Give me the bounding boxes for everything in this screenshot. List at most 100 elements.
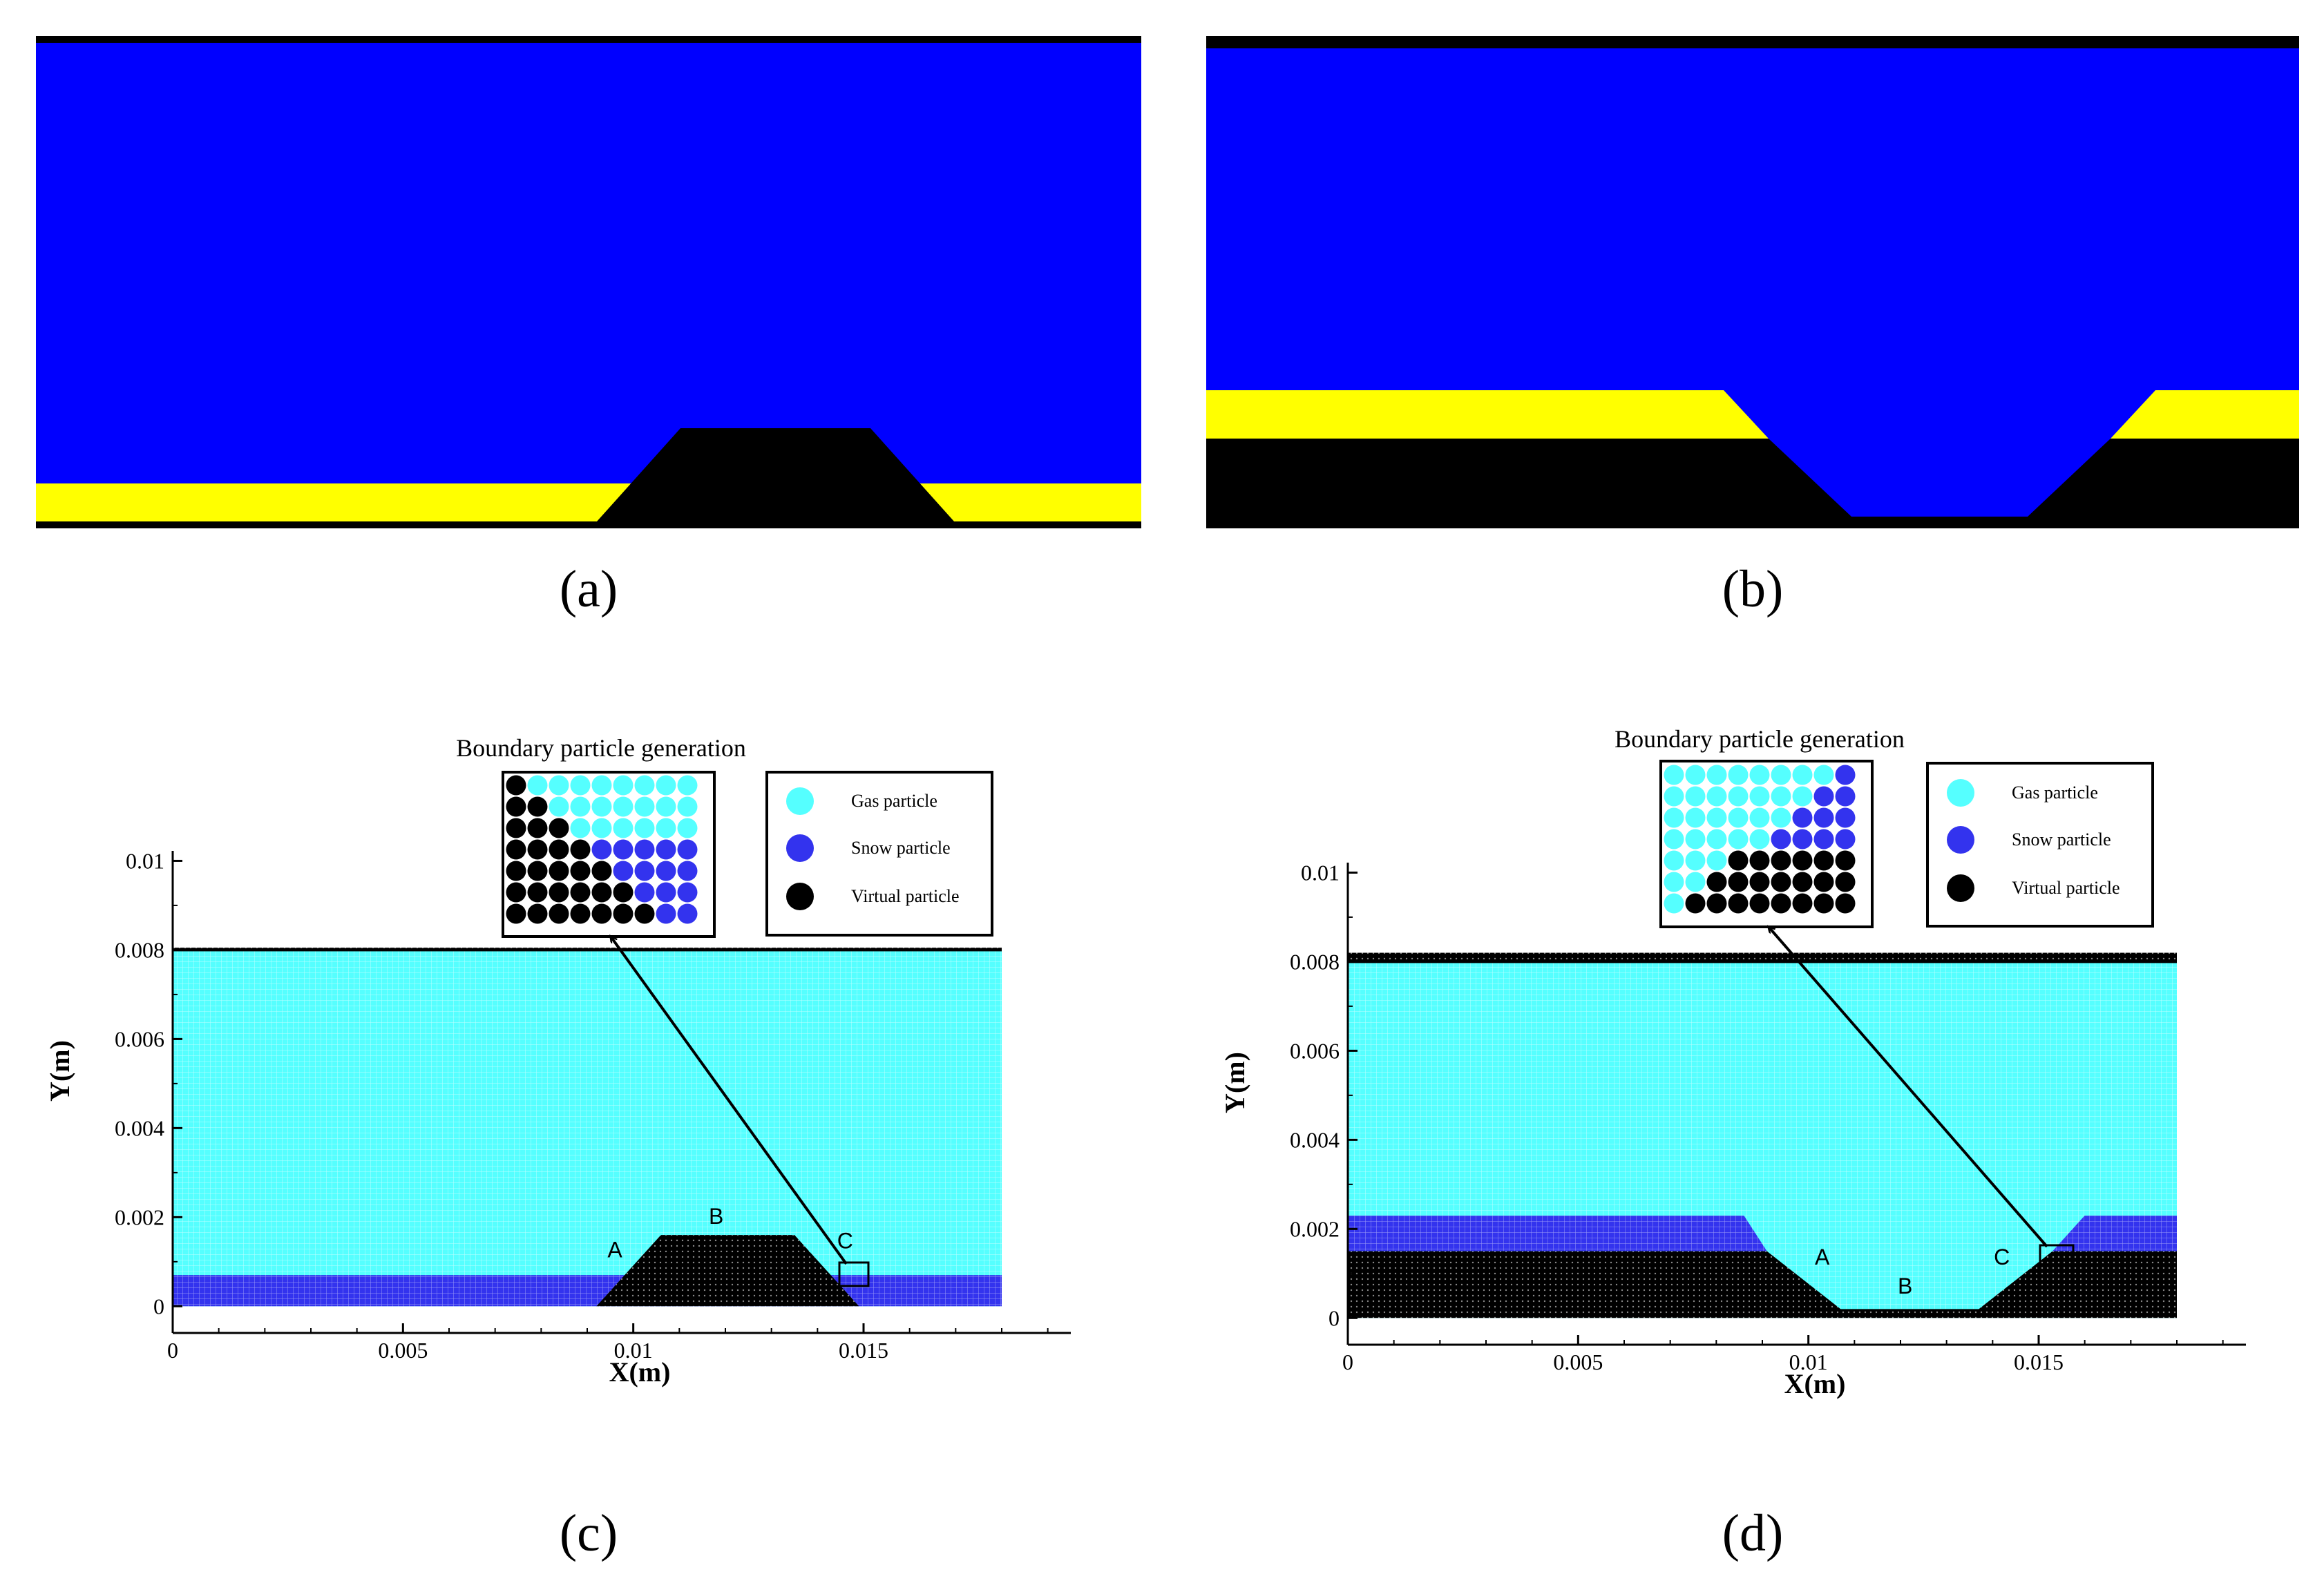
panel-c-inset-particle — [613, 775, 634, 796]
panel-c-legend-virtual-label: Virtual particle — [851, 886, 960, 906]
panel-c-inset-particle — [506, 775, 526, 796]
panel-c-inset-particle — [656, 861, 676, 881]
panel-d-legend-gas-label: Gas particle — [2012, 783, 2098, 803]
panel-d-x-tick-label: 0 — [1342, 1350, 1353, 1374]
panel-d-inset-particle — [1685, 893, 1706, 914]
panel-d-inset-particle — [1813, 872, 1834, 892]
panel-c-inset-particle — [656, 818, 676, 838]
panel-c-inset-particle — [677, 882, 698, 903]
panel-d-inset-particle — [1728, 850, 1749, 871]
panel-b-image — [1206, 36, 2299, 528]
panel-c-inset-particle — [527, 818, 548, 838]
panel-a-image — [36, 36, 1141, 528]
panel-c-inset-particle — [591, 796, 612, 817]
panel-d-inset-particle — [1771, 829, 1791, 850]
panel-d-y-tick-label: 0.002 — [1290, 1216, 1340, 1241]
panel-d-y-tick-label: 0.008 — [1290, 949, 1340, 974]
panel-d-inset-particle — [1685, 872, 1706, 892]
panel-d-inset-particle — [1706, 893, 1727, 914]
panel-c-inset-particle — [613, 839, 634, 860]
panel-c-y-tick-label: 0.002 — [115, 1205, 164, 1229]
panel-d-inset-particle — [1728, 765, 1749, 785]
panel-c-inset-particle — [527, 839, 548, 860]
panel-c-inset-particle — [677, 903, 698, 924]
panel-c-virtual-lid — [173, 948, 1002, 952]
panel-d-inset-particle — [1706, 829, 1727, 850]
panel-d-plot: 0 0.005 0.01 0.015 0 0.002 0.004 0.006 0.008 0.01… — [1219, 725, 2246, 1399]
panel-c-y-tick-label: 0.004 — [115, 1115, 164, 1140]
panel-c-point-b-label: B — [709, 1204, 723, 1229]
panel-c-inset-particle — [656, 839, 676, 860]
panel-c-inset-particle — [656, 775, 676, 796]
panel-d-inset-particle — [1771, 765, 1791, 785]
panel-c-legend-snow-label: Snow particle — [851, 838, 951, 858]
panel-c-x-axis-title: X(m) — [609, 1356, 671, 1388]
panel-d-zoom-box — [2039, 1244, 2075, 1277]
panel-d-inset-particle — [1749, 786, 1770, 807]
panel-d-point-b-label: B — [1898, 1274, 1912, 1298]
panel-d-inset-particle — [1835, 850, 1856, 871]
panel-d-inset-particle — [1771, 893, 1791, 914]
panel-c-inset-particle — [549, 796, 569, 817]
panel-c-inset-particle — [591, 882, 612, 903]
panel-d-y-tick-label: 0.006 — [1290, 1038, 1340, 1063]
panel-c-inset-particle — [506, 882, 526, 903]
panel-c-inset-particle — [613, 882, 634, 903]
panel-a-top-boundary — [36, 36, 1141, 43]
panel-a-label: (a) — [560, 560, 618, 618]
panel-d-inset-particle — [1706, 850, 1727, 871]
panel-c-inset-particle — [591, 775, 612, 796]
panel-d-inset-particle — [1749, 829, 1770, 850]
panel-d-inset-particle — [1813, 765, 1834, 785]
panel-c-x-tick-label: 0 — [167, 1338, 178, 1363]
panel-c-x-tick-label: 0.015 — [839, 1338, 888, 1363]
panel-d-inset-particle — [1664, 850, 1684, 871]
panel-d-inset-particle — [1813, 850, 1834, 871]
panel-c-inset-particle — [677, 775, 698, 796]
panel-d-inset-particle — [1813, 893, 1834, 914]
panel-c-inset-particle — [634, 818, 655, 838]
panel-c-inset-particle — [549, 882, 569, 903]
panel-c-inset-particle — [634, 796, 655, 817]
panel-d-inset-particle — [1664, 893, 1684, 914]
panel-c-inset-particle — [613, 861, 634, 881]
panel-c-inset-title: Boundary particle generation — [456, 734, 746, 762]
panel-d-inset-particle — [1813, 786, 1834, 807]
panel-d-point-c-label: C — [1994, 1245, 2010, 1269]
panel-c-inset-particle — [656, 882, 676, 903]
panel-d-snow-layer-left — [1348, 1215, 1767, 1251]
panel-c-inset-particle — [591, 839, 612, 860]
panel-d-inset-particle — [1706, 765, 1727, 785]
panel-c-inset-particles — [506, 775, 698, 924]
panel-c-inset-particle — [549, 839, 569, 860]
panel-d-label: (d) — [1722, 1504, 1784, 1562]
panel-d-inset-particles — [1664, 765, 1856, 914]
panel-d-inset-particle — [1792, 829, 1813, 850]
panel-d-inset-particle — [1664, 765, 1684, 785]
panel-c-inset-particle — [677, 839, 698, 860]
panel-d-inset-particle — [1664, 829, 1684, 850]
panel-c-legend-snow-marker — [786, 834, 814, 862]
panel-c-inset-particle — [506, 796, 526, 817]
panel-d-inset-particle — [1728, 829, 1749, 850]
panel-d-x-tick-label: 0.01 — [1789, 1350, 1828, 1374]
panel-d-inset-particle — [1835, 807, 1856, 828]
panel-b-label: (b) — [1722, 560, 1784, 618]
panel-c-inset-particle — [634, 775, 655, 796]
panel-c-inset-particle — [527, 861, 548, 881]
panel-d-inset-particle — [1792, 850, 1813, 871]
panel-c-inset-particle — [506, 818, 526, 838]
panel-c-y-tick-label: 0.006 — [115, 1026, 164, 1051]
panel-c-label: (c) — [560, 1504, 618, 1562]
panel-d-inset-particle — [1728, 807, 1749, 828]
panel-d-snow-layer-right — [2052, 1215, 2177, 1251]
panel-c-legend-gas-label: Gas particle — [851, 791, 937, 811]
panel-c-inset-particle — [677, 818, 698, 838]
panel-c-inset-particle — [591, 861, 612, 881]
panel-c-inset-particle — [613, 818, 634, 838]
panel-c-inset-particle — [527, 775, 548, 796]
panel-d-y-axis-title: Y(m) — [1219, 1052, 1250, 1113]
panel-c-legend-virtual-marker — [786, 883, 814, 910]
panel-c-inset-particle — [570, 861, 591, 881]
panel-d-inset-particle — [1728, 872, 1749, 892]
